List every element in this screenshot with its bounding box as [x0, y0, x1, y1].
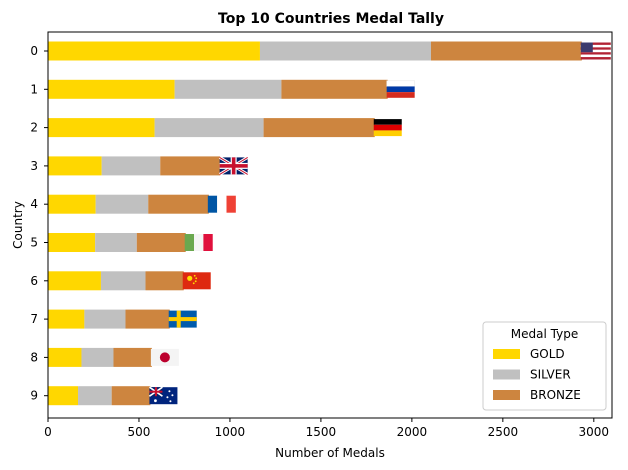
- y-tick-label: 7: [30, 312, 38, 326]
- bar-silver-4: [95, 194, 149, 214]
- x-tick-label: 1000: [215, 425, 246, 439]
- y-tick-label: 4: [30, 197, 38, 211]
- bar-gold-5: [48, 233, 96, 252]
- x-tick-label: 2500: [488, 425, 519, 439]
- bar-silver-3: [101, 156, 161, 176]
- legend-label-gold: GOLD: [530, 347, 565, 361]
- y-tick-label: 0: [30, 44, 38, 58]
- bar-silver-5: [95, 233, 137, 252]
- bar-silver-9: [78, 386, 112, 406]
- bar-gold-1: [48, 79, 175, 99]
- bar-silver-2: [154, 118, 264, 138]
- us-flag: [580, 42, 611, 60]
- bar-gold-2: [48, 118, 155, 138]
- germany-flag: [373, 119, 402, 137]
- bar-bronze-3: [160, 156, 221, 176]
- y-tick-label: 1: [30, 82, 38, 96]
- bar-gold-4: [48, 194, 96, 214]
- bar-gold-7: [48, 309, 85, 329]
- x-tick-label: 3000: [579, 425, 610, 439]
- bar-bronze-8: [113, 347, 152, 367]
- australia-flag: [148, 386, 178, 405]
- y-tick-label: 6: [30, 274, 38, 288]
- bar-gold-3: [48, 156, 102, 176]
- y-axis: 0 1 2 3 4 5 6 7 8 9: [30, 44, 48, 403]
- japan-flag: [150, 348, 179, 366]
- bar-gold-8: [48, 347, 82, 367]
- france-flag: [207, 195, 236, 213]
- legend-title: Medal Type: [511, 327, 578, 341]
- bar-gold-6: [48, 271, 101, 291]
- bar-bronze-6: [145, 271, 184, 291]
- bar-bronze-1: [281, 79, 388, 99]
- x-tick-label: 2000: [397, 425, 428, 439]
- bar-bronze-2: [263, 118, 375, 138]
- bar-silver-7: [84, 309, 126, 329]
- bar-bronze-9: [111, 386, 151, 406]
- plot-frame: [47, 31, 613, 419]
- y-tick-label: 9: [30, 389, 38, 403]
- legend-label-silver: SILVER: [530, 368, 571, 382]
- y-tick-label: 5: [30, 236, 38, 250]
- legend-box: [482, 321, 607, 411]
- legend-swatch-bronze: [493, 390, 520, 400]
- chart-title: Top 10 Countries Medal Tally: [218, 11, 444, 27]
- x-axis-label: Number of Medals: [275, 446, 385, 460]
- legend-swatch-silver: [493, 369, 520, 380]
- x-tick-label: 0: [44, 425, 52, 439]
- bar-silver-8: [81, 347, 114, 367]
- y-tick-label: 8: [30, 350, 38, 364]
- x-tick-label: 500: [128, 425, 151, 439]
- china-flag: [182, 272, 211, 290]
- legend: Medal Type GOLD SILVER BRONZE: [482, 321, 607, 411]
- legend-swatch-gold: [493, 349, 520, 359]
- italy-flag: [184, 234, 213, 251]
- bar-silver-6: [100, 271, 146, 291]
- legend-label-bronze: BRONZE: [530, 388, 581, 402]
- bar-bronze-5: [136, 233, 186, 252]
- flag-markers: [148, 42, 611, 405]
- bar-bronze-0: [430, 41, 582, 61]
- bar-silver-1: [174, 79, 282, 99]
- y-tick-label: 3: [30, 159, 38, 173]
- plot-area: [48, 41, 582, 406]
- uk-flag: [218, 156, 249, 176]
- sweden-flag: [168, 310, 197, 328]
- bar-bronze-7: [125, 309, 170, 329]
- bar-silver-0: [259, 41, 431, 61]
- y-axis-label: Country: [11, 201, 25, 249]
- bar-gold-0: [48, 41, 260, 61]
- x-axis: 0 500 1000 1500 2000 2500 3000: [44, 418, 609, 439]
- bar-bronze-4: [148, 194, 209, 214]
- y-tick-label: 2: [30, 121, 38, 135]
- russia-flag: [386, 80, 415, 98]
- x-tick-label: 1500: [306, 425, 337, 439]
- bar-gold-9: [48, 386, 79, 406]
